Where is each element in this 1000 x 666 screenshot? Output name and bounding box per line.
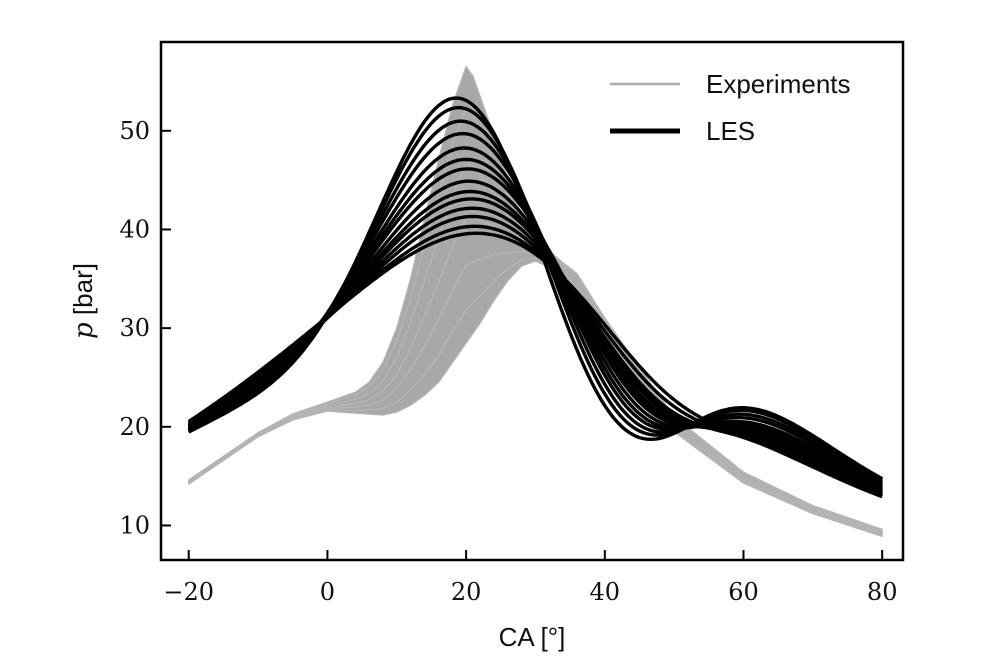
legend-label-experiments: Experiments bbox=[706, 69, 851, 99]
x-tick-label: 80 bbox=[867, 578, 898, 606]
x-tick-label: −20 bbox=[163, 578, 214, 606]
y-tick-label: 30 bbox=[119, 314, 150, 342]
y-tick-label: 40 bbox=[119, 215, 150, 243]
axes-ticks: −20 0 20 40 60 80 10 20 30 40 50 bbox=[119, 117, 897, 606]
les-curve-14 bbox=[187, 231, 883, 499]
x-tick-label: 0 bbox=[320, 578, 335, 606]
x-tick-label: 60 bbox=[728, 578, 759, 606]
y-tick-label: 10 bbox=[119, 511, 150, 539]
legend-label-les: LES bbox=[706, 116, 755, 146]
legend: Experiments LES bbox=[610, 69, 851, 146]
y-axis-label: p [bar] bbox=[68, 263, 99, 339]
y-tick-label: 50 bbox=[119, 117, 150, 145]
y-axis-variable: p bbox=[69, 322, 99, 339]
y-axis-unit: [bar] bbox=[68, 263, 98, 322]
y-tick-label: 20 bbox=[119, 413, 150, 441]
x-axis-label: CA [°] bbox=[499, 622, 566, 652]
x-tick-label: 40 bbox=[590, 578, 621, 606]
experiment-curve-5 bbox=[188, 162, 883, 533]
plot-background bbox=[161, 42, 903, 560]
plot-frame bbox=[159, 40, 905, 562]
x-tick-label: 20 bbox=[451, 578, 482, 606]
plot-area bbox=[187, 65, 884, 537]
experiment-curve-7 bbox=[188, 65, 883, 531]
